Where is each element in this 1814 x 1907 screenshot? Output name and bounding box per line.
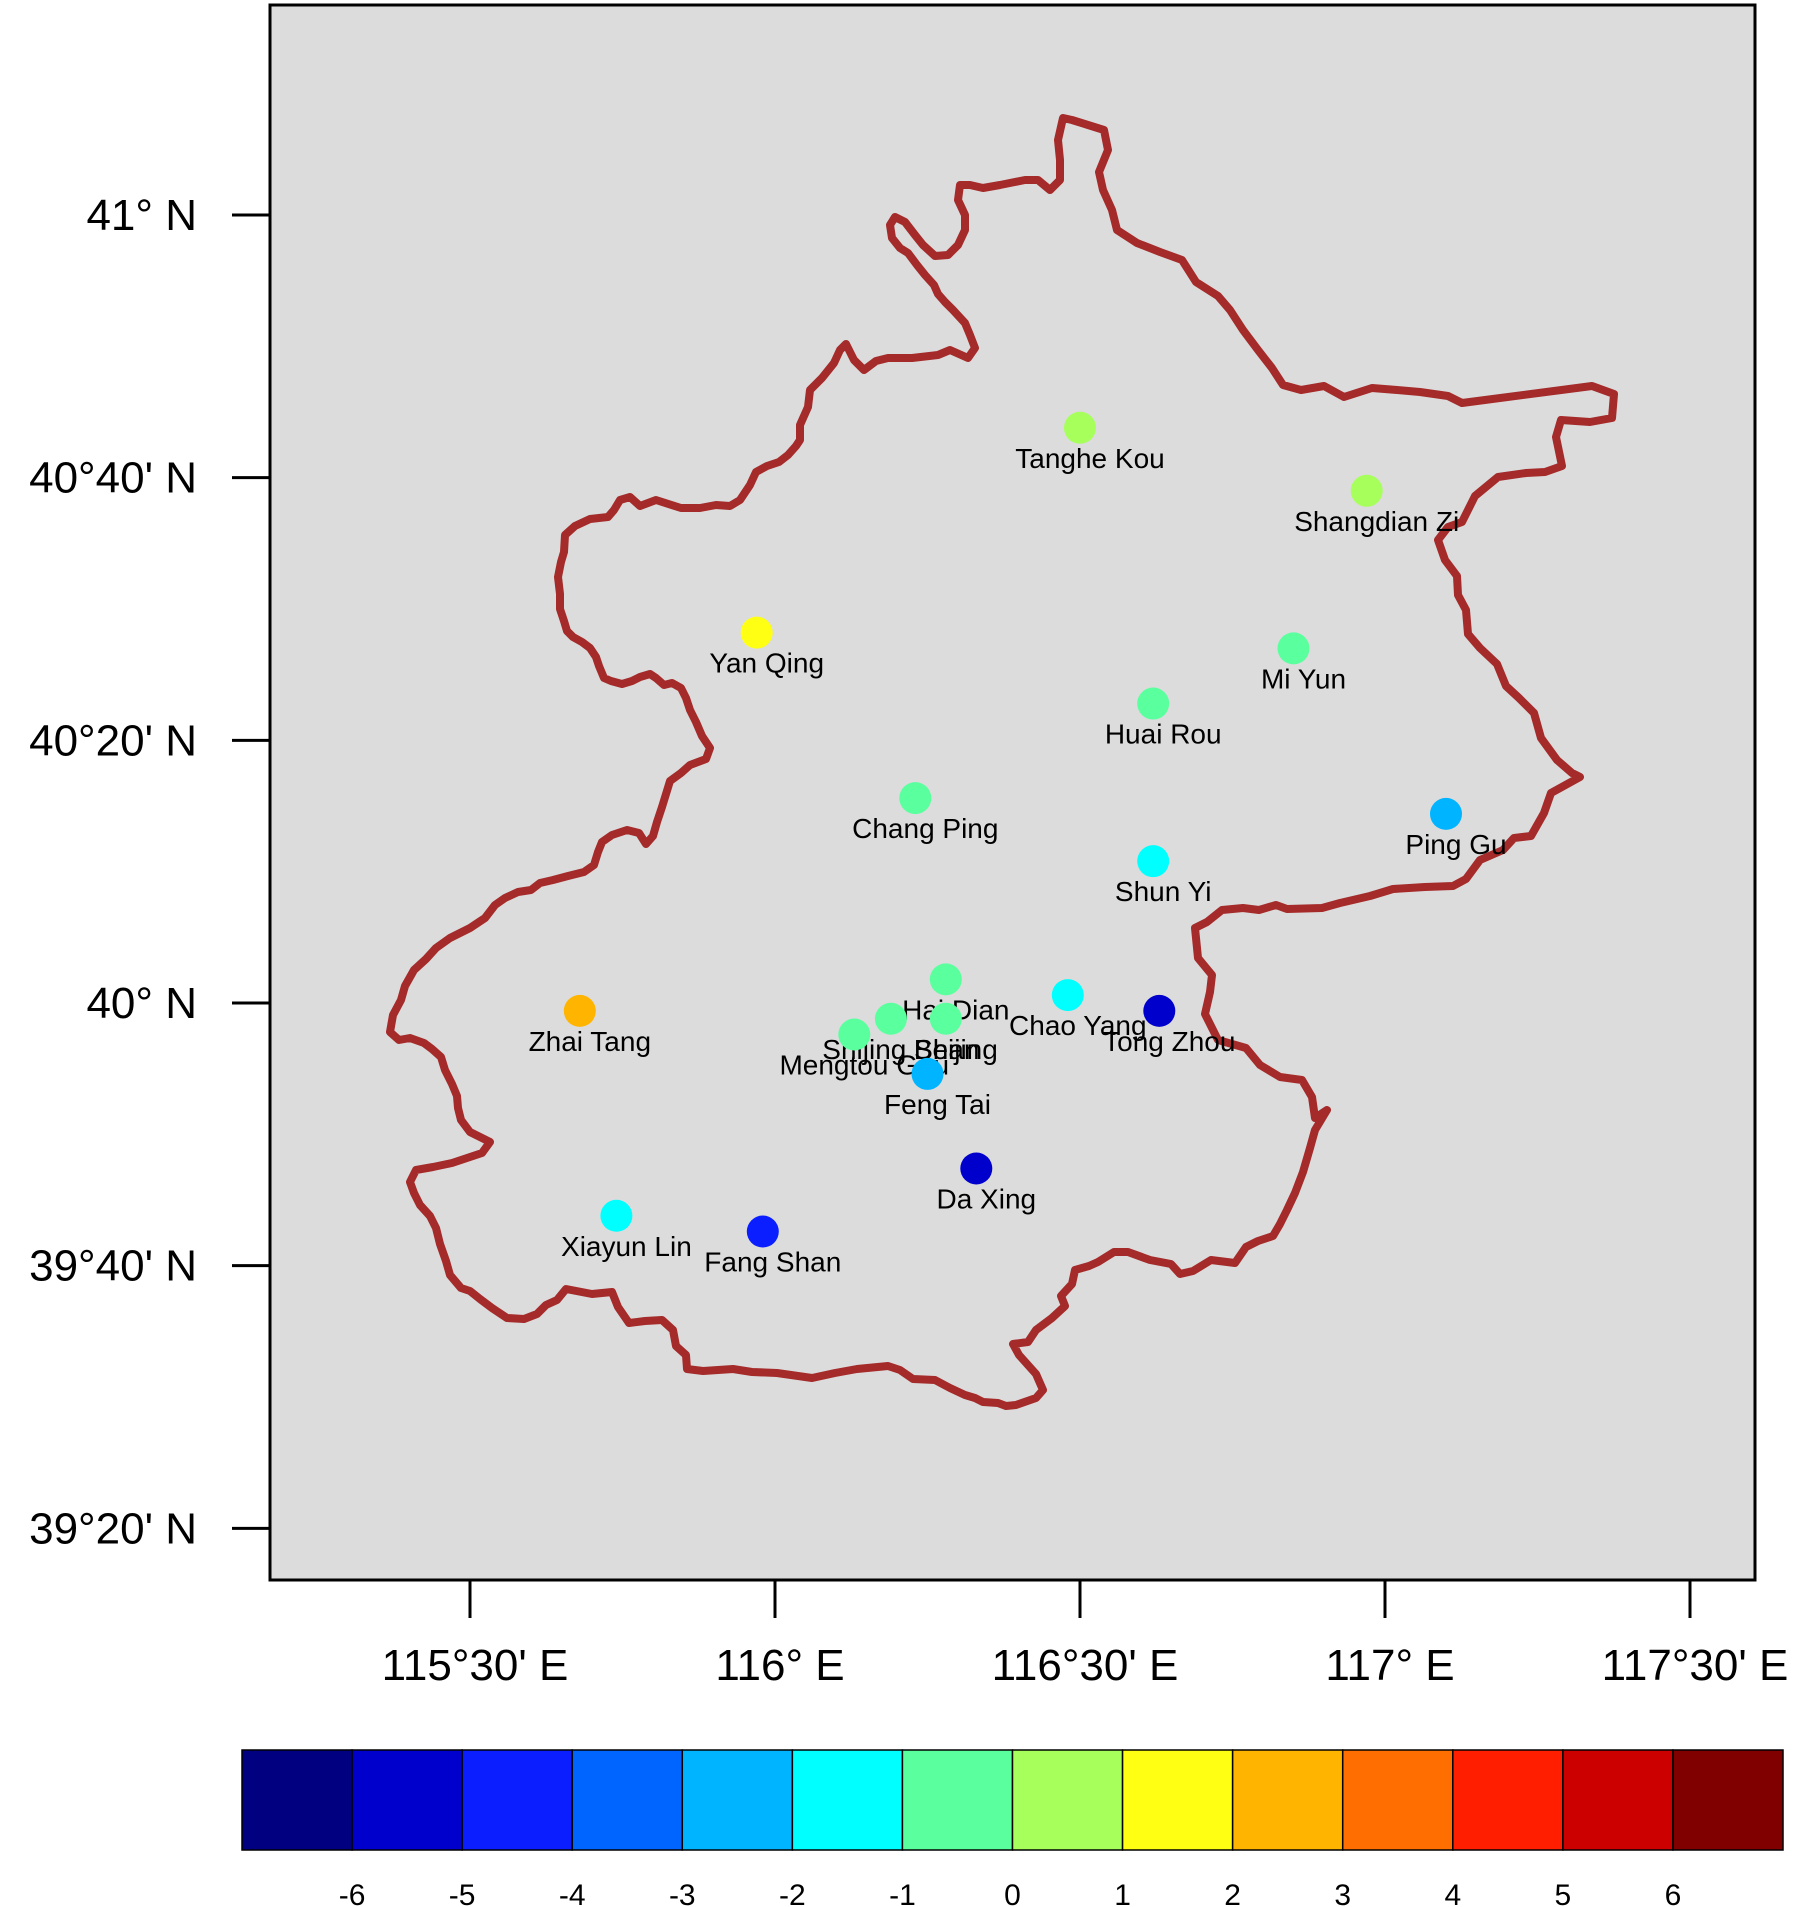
station-marker xyxy=(600,1199,633,1232)
station-label: Chang Ping xyxy=(852,813,998,844)
colorbar-label: 4 xyxy=(1444,1879,1461,1907)
lon-tick-label: 117° E xyxy=(1325,1641,1454,1690)
colorbar-swatch xyxy=(1452,1749,1564,1851)
station-marker xyxy=(929,963,962,996)
colorbar-label: 5 xyxy=(1555,1879,1572,1907)
colorbar-swatch xyxy=(351,1749,463,1851)
colorbar-label: -3 xyxy=(669,1879,696,1907)
station-label: Zhai Tang xyxy=(529,1026,651,1057)
station-label: Mi Yun xyxy=(1261,663,1346,694)
lat-tick-label: 39°40' N xyxy=(29,1242,197,1291)
colorbar-label: -2 xyxy=(779,1879,806,1907)
station-label: Chao Yang xyxy=(1009,1010,1147,1041)
colorbar-label: -4 xyxy=(559,1879,586,1907)
station-marker xyxy=(563,994,596,1027)
colorbar-swatch xyxy=(461,1749,573,1851)
station-label: Tong Zhou xyxy=(1103,1026,1235,1057)
station-label: Xiayun Lin xyxy=(561,1231,692,1262)
colorbar-label: 2 xyxy=(1224,1879,1241,1907)
colorbar-swatch xyxy=(1341,1749,1454,1851)
station-marker xyxy=(838,1018,871,1051)
colorbar-label: 6 xyxy=(1665,1879,1682,1907)
lon-tick-label: 116° E xyxy=(715,1641,844,1690)
colorbar-swatch xyxy=(901,1749,1014,1851)
colorbar-label: -5 xyxy=(449,1879,476,1907)
station-label: Tanghe Kou xyxy=(1015,443,1164,474)
station-marker xyxy=(1430,797,1462,830)
station-marker xyxy=(929,1002,962,1035)
colorbar-swatch xyxy=(1231,1749,1344,1851)
colorbar-label: 1 xyxy=(1114,1879,1131,1907)
station-marker xyxy=(899,782,932,815)
station-label: Shangdian Zi xyxy=(1294,506,1459,537)
colorbar-swatch xyxy=(791,1749,904,1851)
station-marker xyxy=(1137,687,1170,720)
colorbar-label: 3 xyxy=(1334,1879,1351,1907)
station-marker xyxy=(1143,994,1176,1027)
lat-tick-label: 40°20' N xyxy=(29,716,197,765)
colorbar-label: -1 xyxy=(889,1879,916,1907)
lon-tick-label: 116°30' E xyxy=(992,1641,1179,1690)
station-label: Huai Rou xyxy=(1105,719,1222,750)
station-label: Da Xing xyxy=(936,1183,1036,1214)
station-marker xyxy=(911,1057,944,1090)
station-label: Fang Shan xyxy=(704,1247,841,1278)
station-label: Yan Qing xyxy=(709,648,824,679)
colorbar-swatch xyxy=(1121,1749,1234,1851)
lat-tick-label: 39°20' N xyxy=(29,1504,197,1553)
colorbar-swatch xyxy=(1672,1749,1784,1851)
colorbar-label: -6 xyxy=(339,1879,366,1907)
lat-tick-label: 40° N xyxy=(86,979,197,1028)
colorbar-swatch xyxy=(571,1749,684,1851)
beijing-boundary-line xyxy=(386,114,1618,1410)
station-marker xyxy=(1137,845,1170,878)
colorbar: -6 -5 -4 -3 -2 -1 0 1 2 3 4 5 6 xyxy=(241,1749,1784,1907)
station-marker xyxy=(1064,411,1096,444)
lon-tick-label: 115°30' E xyxy=(382,1641,569,1690)
station-marker xyxy=(1350,474,1383,507)
colorbar-swatch xyxy=(1011,1749,1124,1851)
station-marker xyxy=(874,1002,907,1035)
colorbar-label: 0 xyxy=(1004,1879,1021,1907)
station-marker xyxy=(1277,632,1310,665)
station-label: Shun Yi xyxy=(1115,876,1212,907)
lon-tick-label: 117°30' E xyxy=(1602,1641,1789,1690)
axis-ticks: 115°30' E 116° E 116°30' E 117° E 117°30' E 4… xyxy=(29,191,1788,1690)
colorbar-swatch xyxy=(681,1749,794,1851)
station-markers: Tanghe Kou Shangdian Zi Yan Qing Mi Yun Huai… xyxy=(529,411,1507,1278)
lat-tick-label: 40°40' N xyxy=(29,454,197,503)
station-marker xyxy=(740,616,773,649)
station-label: Feng Tai xyxy=(884,1089,991,1120)
station-marker xyxy=(746,1215,779,1248)
station-marker xyxy=(1051,979,1084,1012)
lat-tick-label: 41° N xyxy=(86,191,197,240)
colorbar-swatch xyxy=(1562,1749,1674,1851)
station-label: Ping Gu xyxy=(1405,829,1506,860)
station-marker xyxy=(960,1152,993,1185)
colorbar-swatch xyxy=(241,1749,353,1851)
